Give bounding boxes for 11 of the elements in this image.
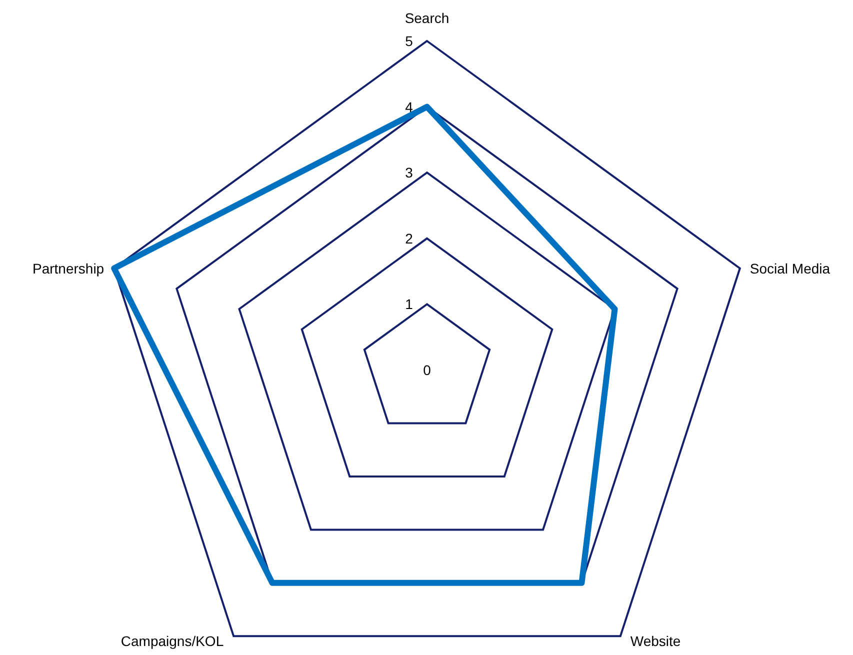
spoke-label: Search [404, 10, 450, 26]
y-tick-label: 0 [423, 362, 432, 378]
spoke-label: Partnership [32, 260, 104, 276]
y-tick-label: 3 [405, 164, 414, 181]
y-tick-label: 4 [405, 98, 414, 115]
spoke-label: Campaigns/KOL [120, 633, 224, 650]
y-tick-label: 1 [405, 296, 414, 312]
spoke-label: Social Media [750, 260, 830, 276]
y-tick-label: 2 [405, 230, 414, 246]
y-tick-label: 5 [405, 33, 414, 49]
spoke-label: Website [630, 633, 681, 650]
